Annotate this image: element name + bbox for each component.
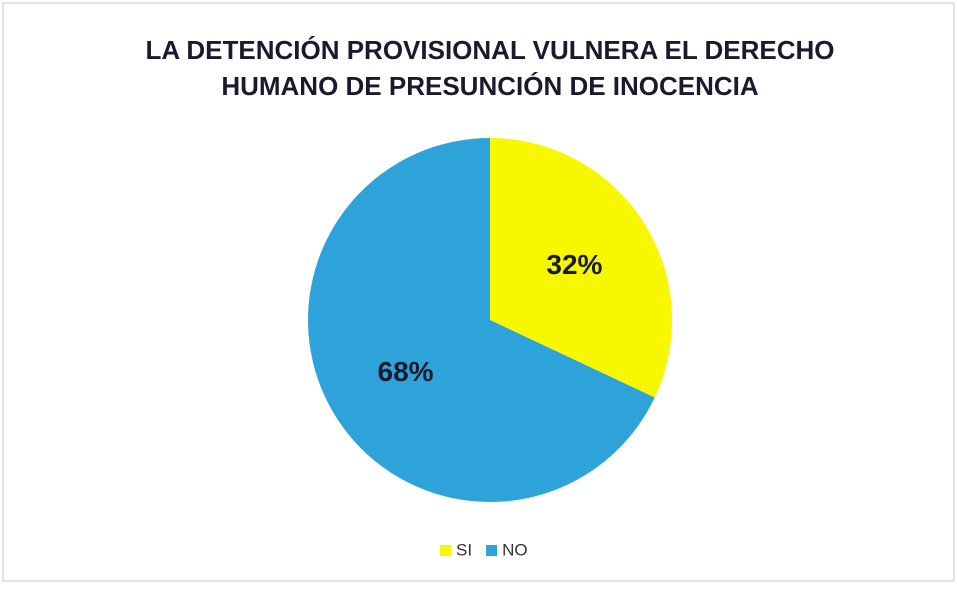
pie-slice xyxy=(490,138,672,398)
chart-title: LA DETENCIÓN PROVISIONAL VULNERA EL DERE… xyxy=(145,35,834,65)
legend-label: SI xyxy=(456,540,472,559)
chart-title: HUMANO DE PRESUNCIÓN DE INOCENCIA xyxy=(221,71,759,101)
legend-swatch xyxy=(486,545,498,556)
data-label: 32% xyxy=(546,249,602,280)
pie-slice xyxy=(307,137,655,502)
legend-label: NO xyxy=(502,540,528,559)
legend-swatch xyxy=(440,545,451,556)
data-label: 68% xyxy=(378,356,434,387)
